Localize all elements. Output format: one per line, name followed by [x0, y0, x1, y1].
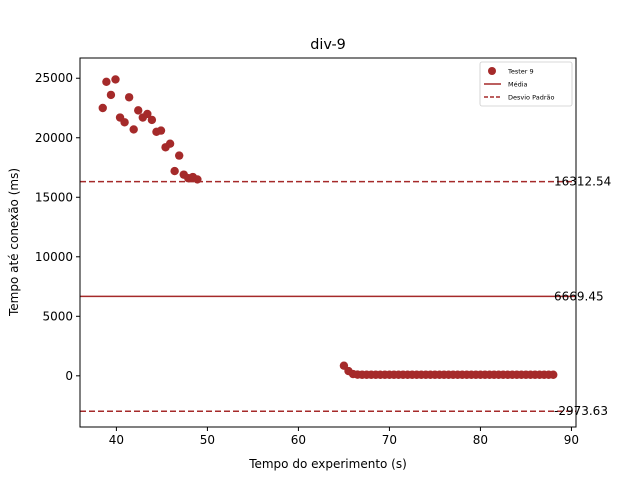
plot-area: 6669.45 16312.54 -2973.63 — [79, 57, 611, 428]
axis-ticks: 40 50 60 70 80 90 0 5000 10000 15000 20000 25000 — [35, 71, 579, 447]
y-tick-label: 10000 — [35, 250, 73, 264]
scatter-point — [134, 106, 143, 115]
scatter-point — [143, 109, 152, 119]
y-tick-label: 25000 — [35, 71, 73, 85]
axes-frame — [79, 57, 577, 428]
scatter-point — [549, 370, 558, 379]
std-dev-value-label: -2973.63 — [554, 404, 608, 418]
chart-title: div-9 — [310, 37, 346, 53]
legend-label: Desvio Padrão — [508, 94, 554, 102]
scatter-point — [156, 126, 166, 135]
x-tick-label: 70 — [382, 433, 397, 447]
std-dev-value-label: 16312.54 — [554, 175, 611, 189]
x-tick-label: 90 — [564, 433, 579, 447]
scatter-point — [147, 115, 157, 125]
x-tick-label: 40 — [109, 433, 124, 447]
y-tick-label: 20000 — [35, 131, 73, 145]
scatter-point — [102, 77, 111, 87]
legend-marker — [488, 67, 496, 75]
scatter-point — [129, 125, 138, 134]
y-axis-label: Tempo até conexão (ms) — [7, 168, 21, 317]
scatter-point — [124, 93, 134, 102]
legend: Tester 9 Média Desvio Padrão — [479, 61, 573, 107]
scatter-point — [193, 175, 202, 184]
x-tick-label: 50 — [200, 433, 215, 447]
scatter-point — [175, 151, 184, 160]
scatter-point — [165, 139, 175, 148]
scatter-point — [120, 118, 129, 127]
y-tick-label: 0 — [65, 369, 73, 383]
y-tick-label: 5000 — [42, 309, 73, 323]
legend-label: Tester 9 — [507, 68, 534, 76]
scatter-point — [170, 166, 179, 176]
scatter-point — [106, 90, 116, 100]
legend-box — [479, 61, 573, 107]
y-tick-label: 15000 — [35, 190, 73, 204]
x-tick-label: 80 — [473, 433, 488, 447]
mean-value-label: 6669.45 — [554, 289, 604, 303]
x-axis-label: Tempo do experimento (s) — [248, 457, 407, 471]
scatter-point — [111, 75, 120, 84]
legend-label: Média — [508, 81, 528, 89]
x-tick-label: 60 — [291, 433, 306, 447]
scatter-point — [98, 103, 107, 113]
